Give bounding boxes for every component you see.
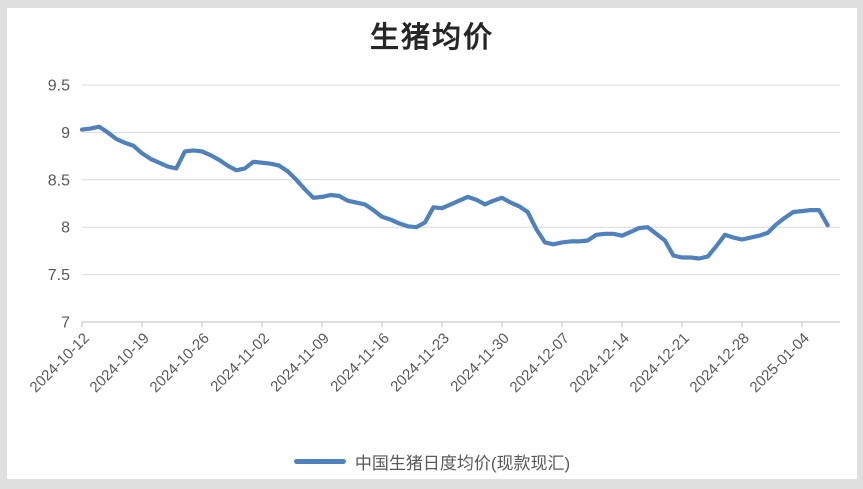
y-axis-tick-label: 9: [61, 125, 70, 142]
x-axis-tick-label: 2024-11-30: [447, 330, 512, 395]
x-axis-tick-label: 2024-10-12: [27, 330, 93, 396]
chart-panel: 生猪均价 9.5 9 8.5 8 7.5 7 2024-10-12 2024-10-19 202…: [7, 8, 857, 479]
x-axis-tick-label: 2024-11-16: [327, 330, 392, 395]
x-axis-tick-label: 2024-11-02: [207, 330, 272, 395]
x-axis-tick-label: 2024-12-28: [687, 330, 753, 396]
x-axis-tick-label: 2024-12-07: [507, 330, 573, 396]
legend: 中国生猪日度均价(现款现汇): [7, 451, 857, 473]
x-axis-tick-label: 2024-11-09: [267, 330, 332, 395]
chart-title: 生猪均价: [369, 22, 494, 54]
x-axis-tick-label: 2024-11-23: [387, 330, 452, 395]
y-axis-tick-label: 7.5: [48, 267, 70, 284]
x-axis-tick-label: 2024-12-21: [627, 330, 693, 396]
line-chart: 9.5 9 8.5 8 7.5 72024-10-122024-10-192024-10-…: [27, 78, 840, 396]
y-axis-tick-label: 9.5: [48, 78, 70, 95]
x-axis-tick-label: 2024-10-26: [147, 330, 213, 396]
x-axis-tick-label: 2024-12-14: [567, 330, 633, 396]
x-axis-tick-label: 2025-01-04: [747, 330, 813, 396]
price-series-line: [79, 124, 830, 261]
x-axis-tick-label: 2024-10-19: [87, 330, 153, 396]
legend-label: 中国生猪日度均价(现款现汇): [354, 453, 571, 473]
y-axis-tick-label: 8: [61, 220, 70, 237]
y-axis-tick-label: 7: [61, 315, 70, 332]
legend-line-swatch-icon: [293, 458, 346, 464]
y-axis-tick-label: 8.5: [48, 172, 70, 189]
